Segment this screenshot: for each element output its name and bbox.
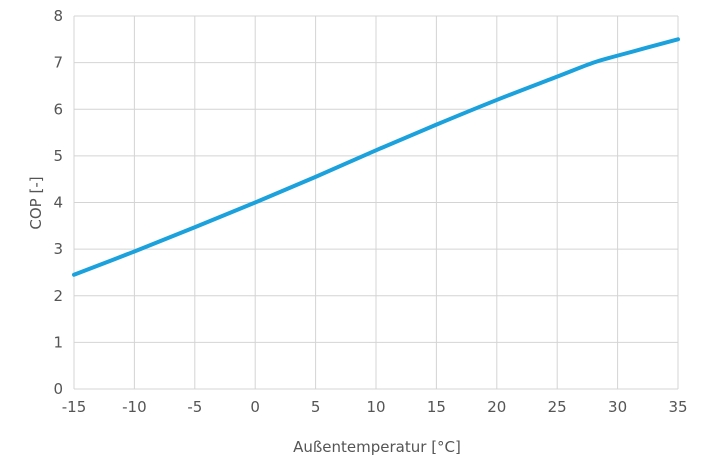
y-axis-tick-labels: 0 1 2 3 4 5 6 7 8	[53, 7, 63, 398]
x-tick-label: 30	[608, 398, 627, 416]
y-tick-label: 4	[53, 194, 63, 212]
y-tick-label: 2	[53, 287, 63, 305]
y-tick-label: 1	[53, 333, 63, 351]
y-tick-label: 0	[53, 380, 63, 398]
x-tick-label: -5	[187, 398, 202, 416]
x-tick-label: 10	[366, 398, 385, 416]
x-tick-label: -10	[122, 398, 147, 416]
x-tick-label: 25	[548, 398, 567, 416]
x-tick-label: 5	[311, 398, 321, 416]
y-tick-label: 3	[53, 240, 63, 258]
x-tick-label: -15	[62, 398, 87, 416]
x-tick-label: 15	[427, 398, 446, 416]
x-tick-label: 20	[487, 398, 506, 416]
y-axis-title: COP [-]	[27, 176, 45, 229]
grid-lines	[73, 15, 679, 390]
y-tick-label: 8	[53, 7, 63, 25]
series-layer	[72, 37, 680, 277]
x-axis-title: Außentemperatur [°C]	[293, 438, 461, 456]
x-tick-label: 0	[250, 398, 260, 416]
x-tick-label: 35	[668, 398, 687, 416]
y-tick-label: 7	[53, 54, 63, 72]
series-line-0	[72, 37, 680, 277]
y-tick-label: 6	[53, 100, 63, 118]
x-axis-tick-labels: -15 -10 -5 0 5 10 15 20 25 30 35	[62, 398, 688, 416]
y-tick-label: 5	[53, 147, 63, 165]
